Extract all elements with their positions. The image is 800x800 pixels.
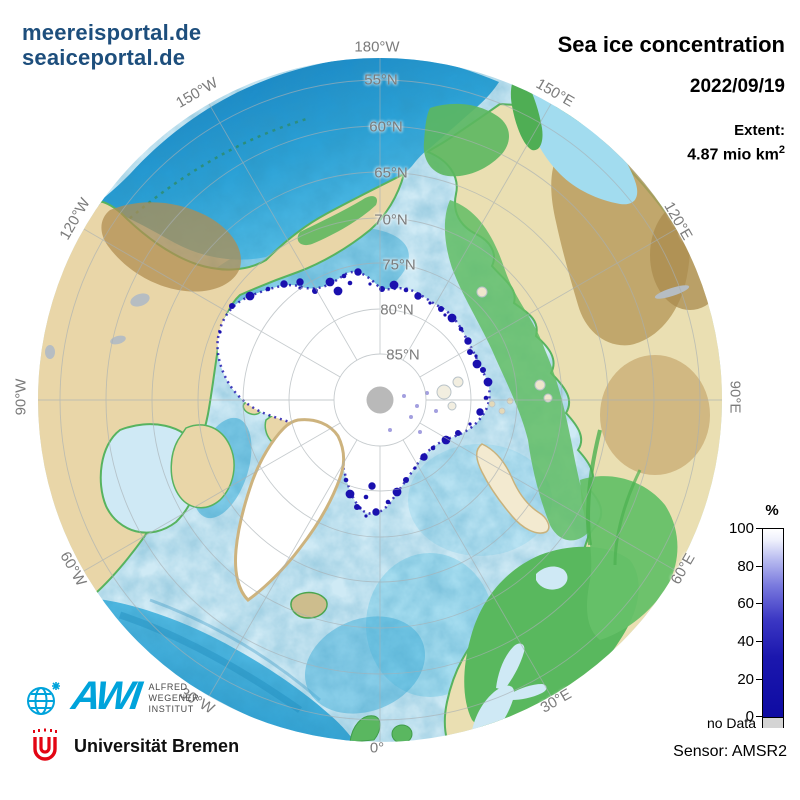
lat-label-75n: 75°N xyxy=(382,256,416,274)
awi-logo: AWI ALFRED WEGENER INSTITUT xyxy=(22,672,199,724)
gulf-of-finland xyxy=(510,684,547,700)
lon-label-0: 0° xyxy=(369,739,385,757)
british-isles xyxy=(349,715,413,742)
franz-josef-land xyxy=(488,397,514,415)
awi-globe-icon xyxy=(27,682,60,715)
lat-label-70n: 70°N xyxy=(374,211,408,229)
page-title: Sea ice concentration xyxy=(557,32,785,57)
extent-value: 4.87 mio km2 xyxy=(687,144,785,164)
awi-line-3: INSTITUT xyxy=(148,703,194,714)
gulf-of-bothnia xyxy=(496,643,525,690)
lat-label-60n: 60°N xyxy=(369,118,403,136)
portal-branding: meereisportal.de seaiceportal.de xyxy=(22,20,201,70)
map-date: 2022/09/19 xyxy=(689,76,785,97)
colorbar-tick-100: 100 xyxy=(728,520,754,537)
kamchatka xyxy=(510,70,543,151)
colorbar-tick-40: 40 xyxy=(737,633,754,650)
colorbar xyxy=(762,528,784,728)
awi-acronym: AWI xyxy=(68,673,142,718)
lat-label-80n: 80°N xyxy=(380,301,414,319)
lon-label-180w: 180°W xyxy=(354,38,400,56)
graticule xyxy=(38,58,722,742)
uni-bremen-name: Universität Bremen xyxy=(74,735,240,756)
colorbar-tick xyxy=(756,528,762,529)
lon-label-90w: 90°W xyxy=(12,378,30,416)
extent-label: Extent: xyxy=(734,122,785,139)
lat-label-85n: 85°N xyxy=(386,346,420,364)
colorbar-tick xyxy=(756,716,762,717)
colorbar-tick xyxy=(756,566,762,567)
awi-institute-name: ALFRED WEGENER INSTITUT xyxy=(149,682,200,715)
ice-edge-speckles xyxy=(218,268,493,518)
portal-name-de: meereisportal.de xyxy=(22,20,202,45)
colorbar-tick-0: 0 xyxy=(745,708,754,725)
lake-baikal xyxy=(654,285,690,299)
alaska-green xyxy=(297,196,378,246)
colorbar-unit-label: % xyxy=(765,502,779,519)
awi-line-2: WEGENER xyxy=(148,692,200,703)
colorbar-gradient xyxy=(763,529,783,717)
awi-line-1: ALFRED xyxy=(148,681,188,692)
portal-name-en: seaiceportal.de xyxy=(22,45,186,70)
white-sea xyxy=(536,566,568,590)
sensor-label: Sensor: AMSR2 xyxy=(673,743,787,760)
extent-number: 4.87 mio km xyxy=(687,146,779,164)
uni-bremen-u-icon xyxy=(33,728,57,761)
siberia-coastal-green xyxy=(444,200,592,541)
colorbar-nodata-label: no Data xyxy=(706,715,756,731)
canada-lakes xyxy=(45,293,150,359)
lon-label-90e: 90°E xyxy=(726,380,744,414)
iceland xyxy=(290,591,328,619)
siberia-mountains-e xyxy=(600,355,710,475)
uni-bremen-logo: Universität Bremen xyxy=(26,727,239,765)
colorbar-tick-20: 20 xyxy=(737,671,754,688)
river-valley-2 xyxy=(613,469,642,566)
russia-green xyxy=(580,476,678,640)
svalbard xyxy=(436,376,464,411)
colorbar-tick-80: 80 xyxy=(737,558,754,575)
extent-exponent: 2 xyxy=(778,144,785,156)
colorbar-tick xyxy=(756,679,762,680)
colorbar-tick xyxy=(756,641,762,642)
lat-label-65n: 65°N xyxy=(374,164,408,182)
colorbar-tick-60: 60 xyxy=(737,595,754,612)
canada-mountains xyxy=(101,202,241,292)
lat-label-55n: 55°N xyxy=(364,71,398,89)
colorbar-tick xyxy=(756,603,762,604)
colorbar-nodata-swatch xyxy=(763,717,783,728)
pole-marker xyxy=(366,386,394,414)
